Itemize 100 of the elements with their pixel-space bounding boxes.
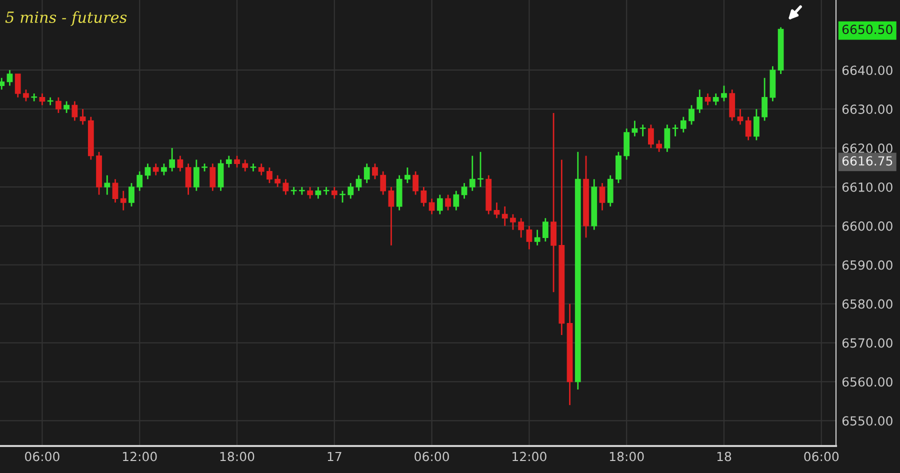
y-tick-label: 6616.75 (842, 156, 892, 166)
candlestick (762, 77, 768, 122)
candlestick (542, 217, 548, 242)
x-tick-label: 17 (328, 452, 342, 462)
candlestick (518, 217, 524, 238)
candlestick (599, 182, 606, 212)
y-tick-label: 6570.00 (842, 338, 892, 348)
candlestick (412, 170, 419, 196)
candlestick (266, 166, 272, 184)
candlestick (688, 104, 694, 126)
candlestick (436, 194, 443, 215)
candlestick (55, 96, 62, 114)
x-tick-label: 06:00 (804, 452, 839, 462)
candlestick (348, 182, 354, 200)
candlestick (372, 162, 378, 180)
x-tick-label: 06:00 (414, 452, 449, 462)
x-tick-label: 12:00 (512, 452, 546, 462)
candlestick (502, 206, 508, 227)
y-tick-label: 6650.50 (842, 24, 892, 34)
candlestick (616, 151, 622, 184)
y-tick-label: 6640.00 (842, 66, 892, 76)
candlestick (672, 124, 678, 138)
candlestick (72, 100, 78, 122)
candlestick (526, 225, 532, 250)
candlestick (680, 116, 686, 134)
y-tick-label: 6630.00 (842, 104, 892, 114)
y-tick-label: 6560.00 (842, 377, 892, 387)
candlestick (80, 108, 86, 126)
candlestick (39, 92, 46, 106)
candlestick (696, 88, 703, 114)
candlestick (534, 229, 540, 246)
y-tick-label: 6610.00 (842, 182, 892, 192)
candlestick (704, 92, 711, 106)
candlestick (754, 108, 760, 141)
candlestick (331, 186, 338, 200)
candlestick (242, 159, 248, 172)
candlestick (469, 155, 476, 192)
y-tick-label: 6550.00 (842, 416, 892, 426)
candlestick (729, 88, 736, 122)
candlestick (494, 202, 500, 219)
candlestick (226, 155, 232, 168)
candlestick (428, 198, 435, 215)
candlestick (274, 174, 281, 188)
candlestick (656, 140, 662, 153)
candlestick (128, 182, 134, 208)
candlestick (218, 159, 224, 192)
candlestick (234, 155, 240, 168)
candlestick (721, 85, 727, 102)
candlestick (624, 128, 630, 160)
x-tick-label: 18 (717, 452, 732, 462)
candlestick (282, 178, 289, 196)
x-tick-label: 06:00 (25, 452, 60, 462)
y-tick-label: 6600.00 (842, 221, 892, 231)
x-tick-label: 18:00 (220, 452, 254, 462)
candlestick (6, 69, 13, 86)
candlestick (632, 120, 638, 138)
candlestick (550, 112, 556, 293)
candlestick (307, 186, 313, 200)
candlestick (737, 108, 744, 126)
x-tick-label: 18:00 (610, 452, 644, 462)
y-tick-label: 6580.00 (842, 299, 892, 309)
candlestick (250, 162, 256, 172)
candlestick (161, 162, 167, 176)
candlestick (478, 151, 484, 188)
candlestick (120, 190, 126, 212)
candlestick (104, 174, 110, 196)
candlestick (193, 159, 200, 192)
candlestick (169, 147, 176, 172)
candlestick (144, 162, 151, 180)
candlestick (315, 186, 322, 200)
y-tick-label: 6590.00 (842, 260, 892, 270)
candlestick (380, 170, 386, 196)
candlestick (112, 178, 118, 204)
candlestick (64, 100, 70, 114)
candlestick (23, 88, 29, 102)
candlestick (388, 186, 394, 246)
candlestick (420, 186, 427, 208)
candlestick (640, 124, 646, 138)
candlestick (258, 162, 264, 176)
candlestick (0, 77, 5, 90)
candlestick (404, 166, 410, 184)
candlestick (210, 162, 216, 192)
candlestick (136, 170, 143, 192)
candlestick (364, 162, 370, 184)
candlestick (185, 162, 192, 196)
candlestick (461, 182, 468, 200)
candlestick (510, 214, 516, 231)
x-tick-label: 12:00 (122, 452, 157, 462)
candlestick (14, 73, 21, 98)
candlestick (152, 162, 159, 176)
y-tick-label: 6620.00 (842, 143, 892, 153)
candlestick (445, 194, 451, 212)
candlestick (712, 92, 719, 106)
candlestick (745, 116, 752, 141)
candlestick (453, 190, 460, 212)
candlestick (664, 124, 670, 153)
candlestick (177, 155, 184, 172)
candlestick (607, 174, 614, 208)
candlestick (648, 124, 654, 149)
candlestick (356, 174, 362, 192)
